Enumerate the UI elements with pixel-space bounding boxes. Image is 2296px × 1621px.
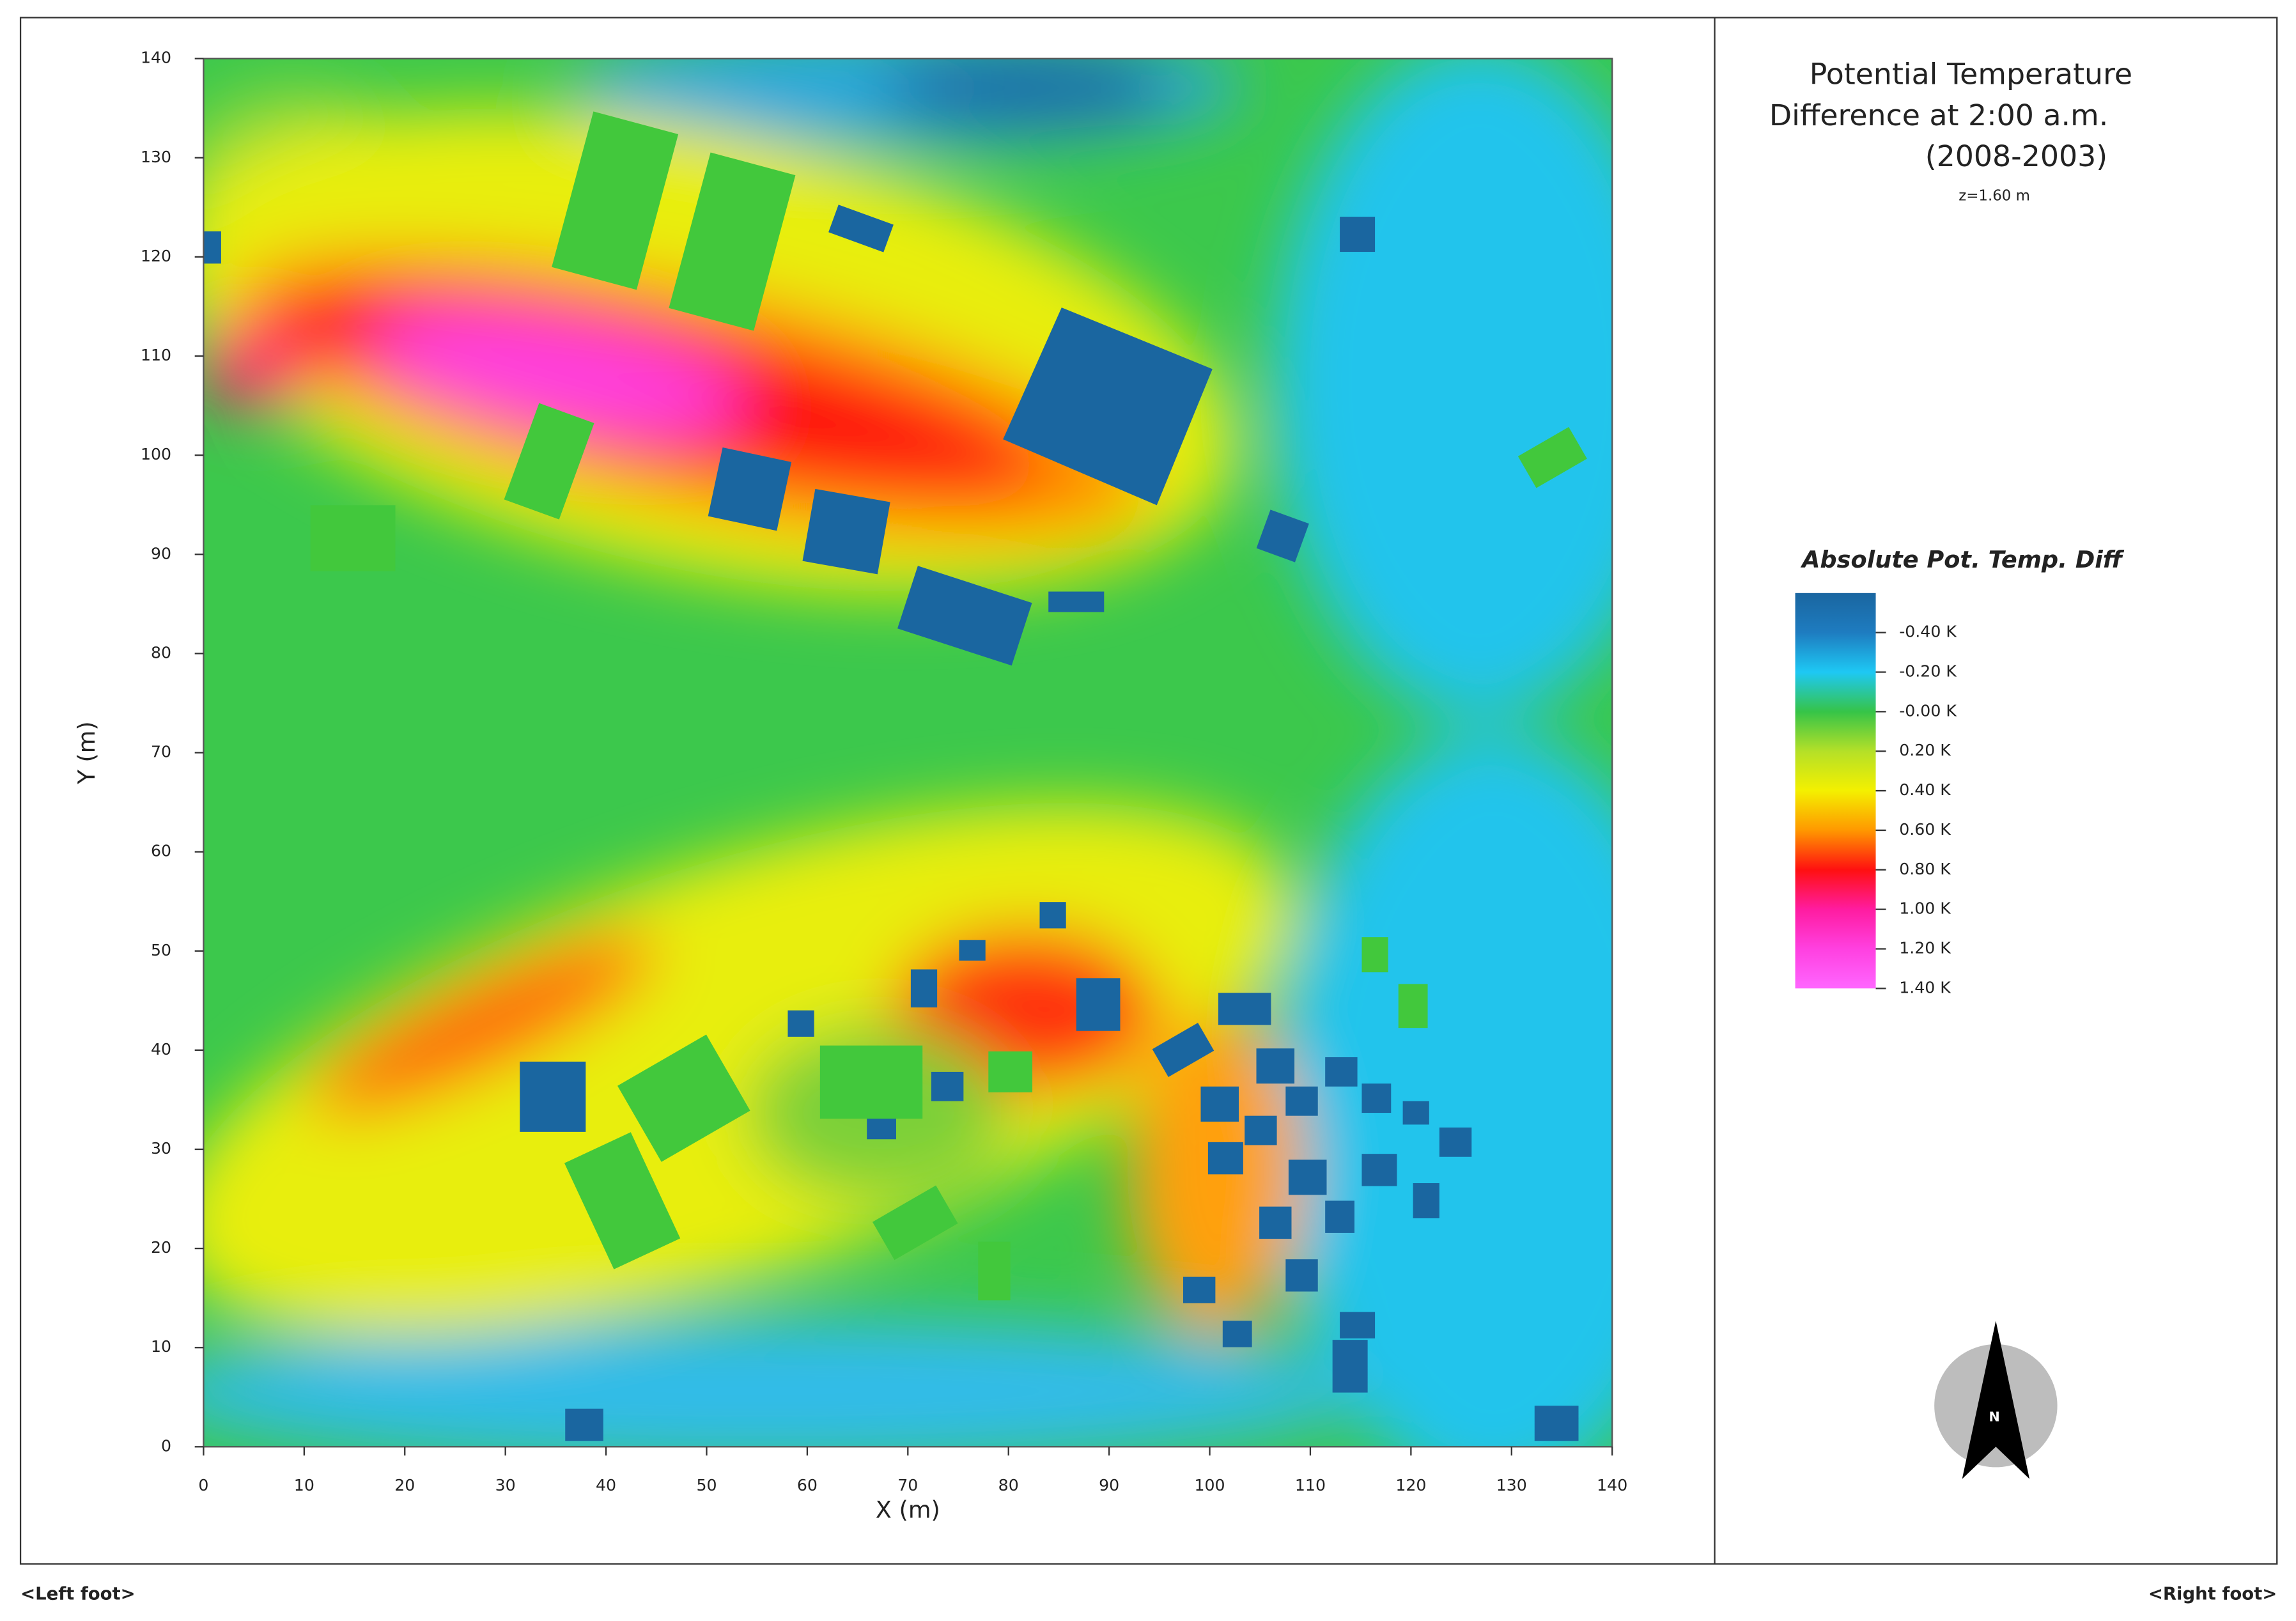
y-tick-label: 80	[151, 643, 171, 662]
x-tick-label: 0	[198, 1476, 208, 1494]
footer-left: <Left foot>	[20, 1584, 136, 1604]
subtitle: z=1.60 m	[1959, 188, 2030, 205]
colorbar-tick-label: 1.00 K	[1899, 899, 1951, 918]
x-tick-label: 130	[1496, 1476, 1527, 1494]
y-tick-label: 40	[151, 1040, 171, 1059]
y-tick-label: 100	[141, 445, 171, 463]
y-tick-label: 70	[151, 743, 171, 761]
x-axis-label: X (m)	[876, 1496, 940, 1524]
title-line: Potential Temperature	[1810, 57, 2132, 91]
colorbar-tick-label: 0.80 K	[1899, 860, 1951, 878]
y-tick-label: 110	[141, 346, 171, 364]
title-line: (2008-2003)	[1925, 139, 2107, 173]
x-tick-label: 80	[998, 1476, 1019, 1494]
y-axis-label: Y (m)	[73, 721, 100, 784]
x-tick-label: 100	[1195, 1476, 1225, 1494]
x-tick-label: 60	[797, 1476, 818, 1494]
colorbar-tick-label: 0.20 K	[1899, 741, 1951, 759]
y-tick-label: 0	[161, 1436, 171, 1455]
x-tick-label: 50	[696, 1476, 717, 1494]
north-label: N	[1989, 1409, 1999, 1425]
colorbar	[1795, 593, 1876, 989]
y-tick-label: 50	[151, 941, 171, 959]
y-tick-label: 20	[151, 1238, 171, 1257]
x-tick-label: 30	[495, 1476, 516, 1494]
colorbar-tick-label: 0.40 K	[1899, 780, 1951, 799]
colorbar-tick-label: -0.20 K	[1899, 662, 1957, 681]
x-tick-label: 140	[1597, 1476, 1627, 1494]
colorbar-tick-label: -0.00 K	[1899, 701, 1957, 720]
colorbar-tick-label: -0.40 K	[1899, 623, 1957, 641]
x-tick-label: 40	[596, 1476, 616, 1494]
frame	[19, 17, 2278, 1565]
x-tick-label: 90	[1099, 1476, 1119, 1494]
x-tick-label: 10	[294, 1476, 314, 1494]
colorbar-tick-label: 0.60 K	[1899, 820, 1951, 839]
title-line: Difference at 2:00 a.m.	[1769, 98, 2108, 132]
y-tick-label: 30	[151, 1139, 171, 1158]
colorbar-tick-label: 1.40 K	[1899, 978, 1951, 997]
colorbar-tick-label: 1.20 K	[1899, 938, 1951, 957]
x-tick-label: 120	[1395, 1476, 1426, 1494]
y-tick-label: 130	[141, 148, 171, 166]
heatmap	[203, 58, 1613, 1447]
x-tick-label: 110	[1295, 1476, 1326, 1494]
y-tick-label: 120	[141, 247, 171, 265]
north-arrow: N	[1934, 1321, 2058, 1479]
y-tick-label: 90	[151, 544, 171, 562]
footer-right: <Right foot>	[2148, 1584, 2277, 1604]
legend-title: Absolute Pot. Temp. Diff	[1800, 546, 2125, 573]
x-tick-label: 70	[897, 1476, 918, 1494]
x-tick-label: 20	[394, 1476, 415, 1494]
y-tick-label: 140	[141, 49, 171, 67]
y-tick-label: 60	[151, 842, 171, 860]
y-tick-label: 10	[151, 1337, 171, 1356]
